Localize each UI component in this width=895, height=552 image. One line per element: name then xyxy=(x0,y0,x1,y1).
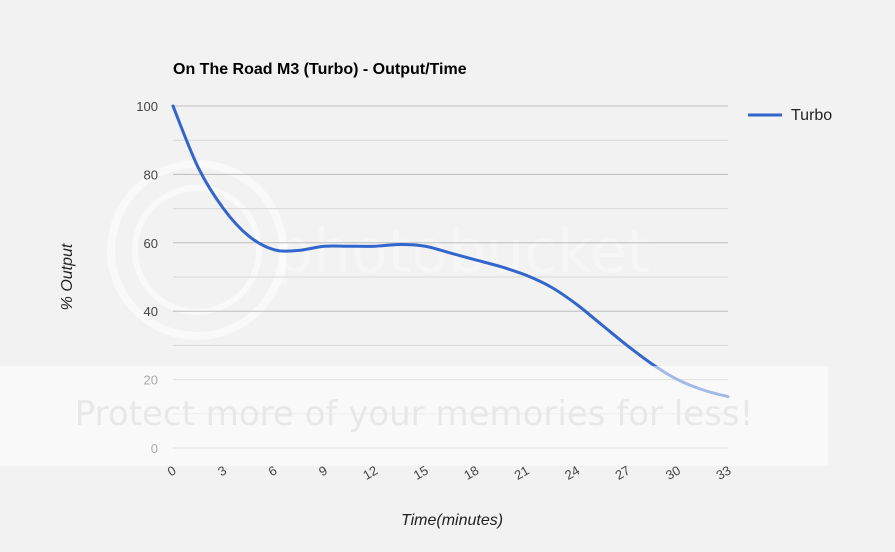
watermark: photobucket xyxy=(111,164,650,336)
y-tick-label: 40 xyxy=(144,304,158,319)
legend-label: Turbo xyxy=(791,107,832,124)
legend: Turbo xyxy=(748,107,832,124)
x-axis-title: Time(minutes) xyxy=(401,512,503,529)
y-axis-title: % Output xyxy=(59,243,76,310)
chart-title: On The Road M3 (Turbo) - Output/Time xyxy=(173,61,467,78)
y-tick-label: 60 xyxy=(144,236,158,251)
watermark-banner: Protect more of your memories for less! xyxy=(0,366,828,466)
y-tick-label: 100 xyxy=(136,99,158,114)
watermark-banner-text: Protect more of your memories for less! xyxy=(75,394,754,434)
y-tick-label: 80 xyxy=(144,167,158,182)
